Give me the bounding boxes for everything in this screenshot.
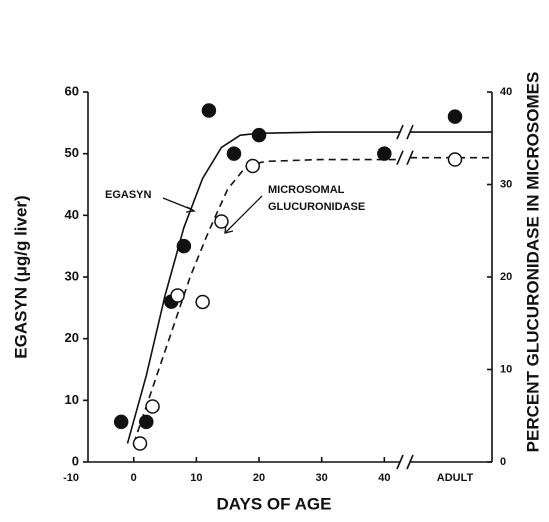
data-point	[139, 414, 154, 430]
x-tick-label: ADULT	[437, 472, 474, 484]
data-point	[447, 152, 463, 167]
x-axis-label: DAYS OF AGE	[217, 494, 332, 513]
axis-break	[406, 454, 414, 470]
data-point	[132, 436, 148, 451]
y2-tick-label: 40	[500, 86, 512, 98]
line-break	[396, 150, 404, 165]
y2-tick-label: 0	[500, 456, 506, 468]
data-point	[176, 238, 192, 254]
line-break	[406, 150, 414, 165]
data-point	[195, 294, 210, 310]
data-point	[214, 214, 229, 229]
x-tick-label: 0	[131, 472, 137, 484]
data-point	[170, 288, 185, 303]
x-tick-label: 40	[378, 472, 390, 484]
data-point	[226, 146, 242, 161]
data-point	[113, 414, 129, 430]
x-tick-label: 30	[316, 472, 328, 484]
data-point	[145, 399, 160, 414]
arrowhead	[185, 206, 197, 213]
y-tick-label: 40	[65, 207, 79, 222]
series-label: GLUCURONIDASE	[268, 201, 365, 213]
y-tick-label: 20	[65, 330, 79, 345]
x-tick-label: 10	[190, 472, 202, 484]
y-tick-label: 60	[65, 83, 79, 98]
fit-line	[132, 158, 400, 444]
line-break	[396, 124, 404, 140]
y2-tick-label: 20	[500, 271, 512, 283]
x-tick-label: 20	[253, 472, 265, 484]
line-break	[406, 124, 414, 140]
data-point	[251, 127, 267, 143]
y-tick-label: 50	[65, 145, 79, 160]
y2-tick-label: 10	[500, 363, 512, 375]
data-point	[377, 146, 392, 161]
annotation-arrows	[162, 195, 263, 234]
y-axis-label: EGASYN (μg/g liver)	[11, 195, 30, 358]
y-tick-label: 10	[65, 392, 79, 407]
series-label: EGASYN	[105, 189, 152, 201]
y-tick-label: 30	[65, 268, 79, 283]
axis-break	[396, 454, 404, 470]
y-tick-label: 0	[72, 453, 79, 468]
y2-axis-label: PERCENT GLUCURONIDASE IN MICROSOMES	[523, 72, 542, 453]
data-point	[447, 109, 463, 124]
series-label: MICROSOMAL	[268, 184, 345, 196]
x-tick-label: -10	[63, 472, 79, 484]
fit-line	[126, 131, 400, 444]
arrow	[225, 195, 263, 233]
data-point	[245, 158, 261, 174]
data-point	[201, 103, 217, 118]
y2-tick-label: 30	[500, 178, 512, 190]
